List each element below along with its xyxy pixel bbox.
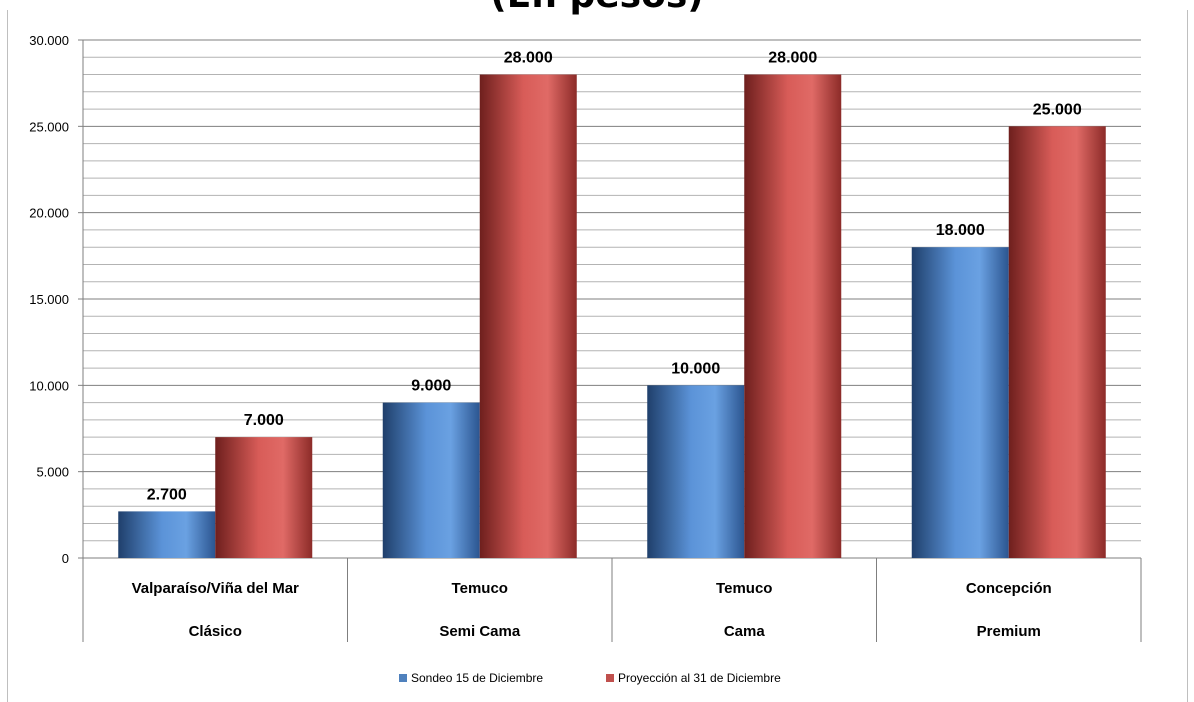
y-tick-label: 20.000 [29,206,69,221]
y-tick-label: 15.000 [29,292,69,307]
y-tick-label: 25.000 [29,119,69,134]
chart-frame [7,10,1188,702]
data-label: 18.000 [936,222,985,239]
bar-proyeccion [479,74,577,559]
legend-label: Proyección al 31 de Diciembre [618,671,781,685]
y-tick-label: 0 [62,551,69,566]
x-category-sublabel: Premium [977,623,1041,640]
bar-sondeo [911,247,1009,558]
data-label: 28.000 [768,50,817,67]
y-tick-label: 5.000 [36,465,69,480]
x-category-label: Temuco [452,580,508,597]
legend-layer: Sondeo 15 de Diciembre Proyección al 31 d… [399,671,781,685]
data-label: 25.000 [1033,101,1082,118]
labels-layer: Valparaíso/Viña del Mar Clásico Temuco Semi… [132,50,1082,640]
axis-layer: 0 5.000 10.000 15.000 20.000 25.000 30.000 [29,33,1142,642]
x-category-label: Valparaíso/Viña del Mar [132,580,299,597]
chart-title: (En pesos) [0,0,1194,14]
x-category-sublabel: Cama [724,623,766,640]
bar-proyeccion [744,74,842,559]
y-tick-label: 30.000 [29,33,69,48]
legend-swatch [399,674,407,682]
x-category-sublabel: Clásico [189,623,242,640]
legend-swatch [606,674,614,682]
data-label: 9.000 [411,378,451,395]
bars-layer [118,74,1106,559]
x-category-label: Concepción [966,580,1052,597]
bar-sondeo [382,402,480,558]
bar-proyeccion [1008,126,1106,558]
bar-sondeo [647,385,745,558]
y-tick-label: 10.000 [29,378,69,393]
legend-label: Sondeo 15 de Diciembre [411,671,543,685]
data-label: 10.000 [671,360,720,377]
data-label: 7.000 [244,412,284,429]
bar-proyeccion [215,437,313,558]
data-label: 28.000 [504,50,553,67]
x-category-sublabel: Semi Cama [439,623,521,640]
bar-sondeo [118,511,216,558]
x-category-label: Temuco [716,580,772,597]
data-label: 2.700 [147,486,187,503]
